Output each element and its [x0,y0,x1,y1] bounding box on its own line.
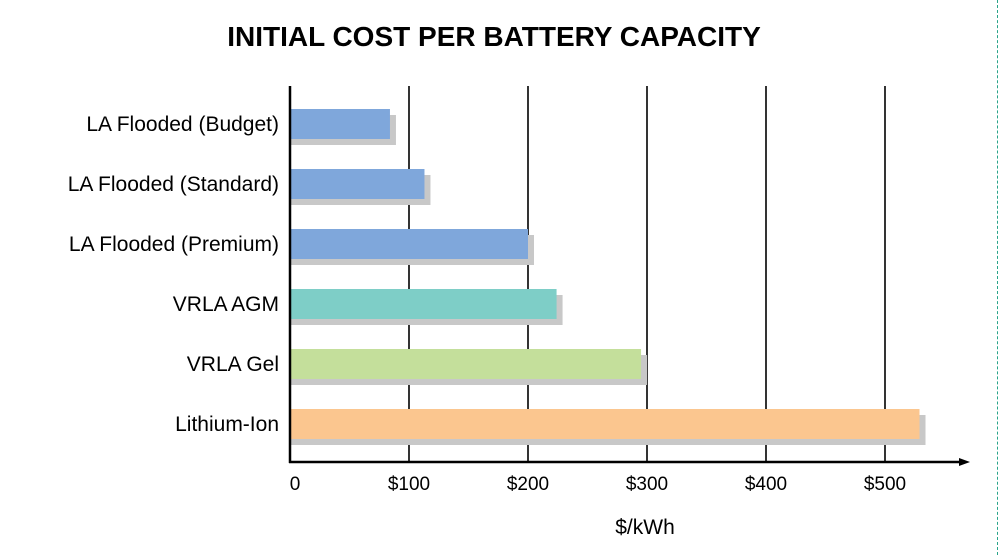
x-tick-label: $200 [507,474,549,495]
bar-shadows [290,115,926,445]
x-tick-labels: 0 $100 $200 $300 $400 $500 [290,474,906,495]
bar [290,229,528,259]
bar [290,409,920,439]
category-label: Lithium-Ion [175,413,279,436]
x-tick-label: 0 [290,474,301,495]
chart-title: INITIAL COST PER BATTERY CAPACITY [227,21,761,52]
bar [290,109,390,139]
axes [288,86,970,466]
x-tick-label: $400 [745,474,787,495]
x-axis-arrowhead [959,458,970,466]
x-tick-label: $500 [864,474,906,495]
category-label: LA Flooded (Budget) [86,113,279,136]
x-axis-label: $/kWh [615,516,675,539]
x-tick-label: $300 [626,474,668,495]
category-labels: LA Flooded (Budget) LA Flooded (Standard)… [68,113,279,436]
category-label: LA Flooded (Premium) [69,233,279,256]
bar [290,349,642,379]
bars [290,109,920,439]
bar [290,289,557,319]
category-label: LA Flooded (Standard) [68,173,279,196]
category-label: VRLA Gel [187,353,279,376]
right-edge-divider [997,0,998,555]
bar [290,169,425,199]
x-tick-label: $100 [388,474,430,495]
category-label: VRLA AGM [173,293,279,316]
grid-lines [408,86,886,462]
